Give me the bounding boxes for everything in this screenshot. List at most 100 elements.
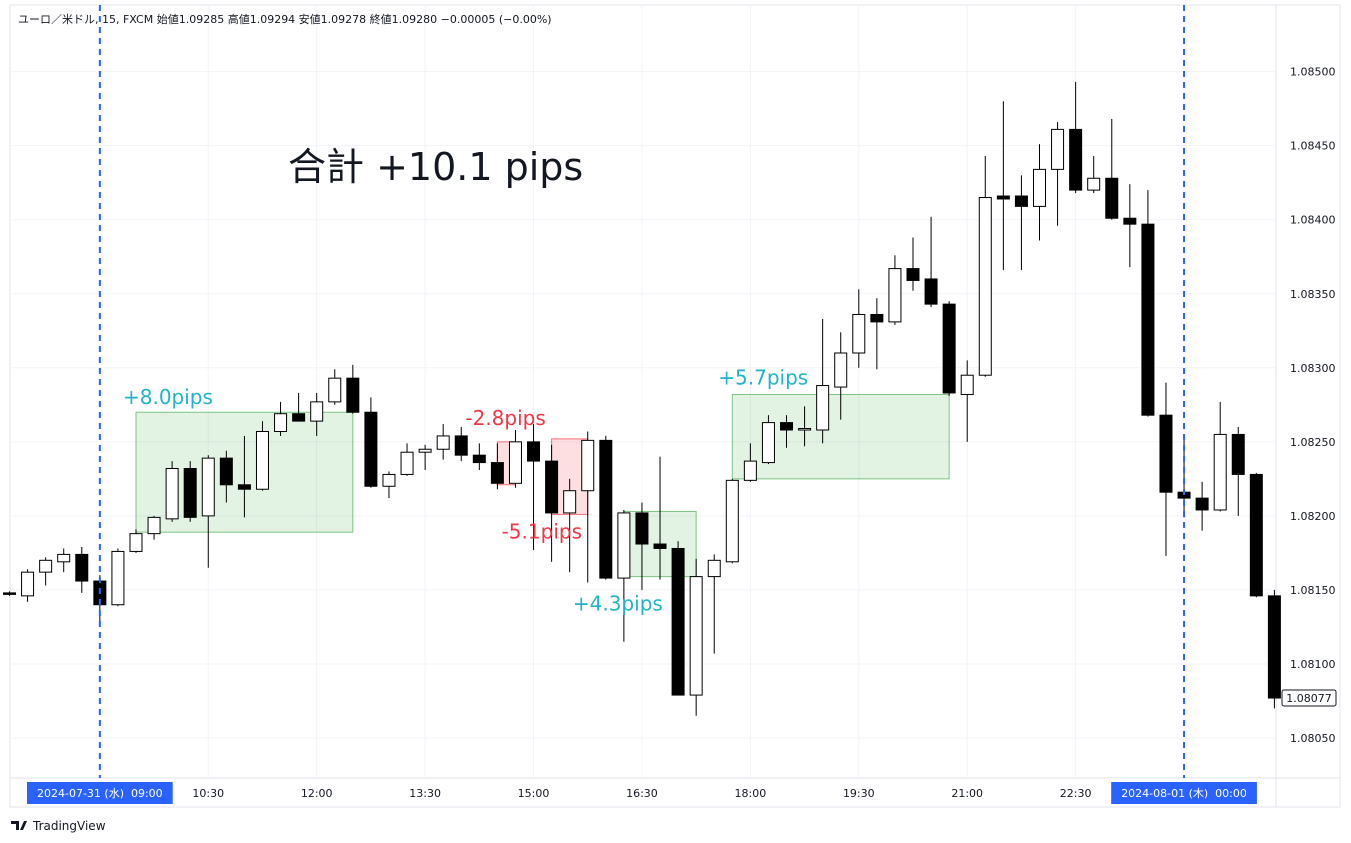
candle-body xyxy=(183,468,197,518)
overlay: 1.08050 1.08100 1.08150 1.08200 1.08250 1.083… xyxy=(26,5,1337,804)
y-tick-label: 1.08300 xyxy=(1290,362,1336,375)
candle-body xyxy=(39,559,53,573)
chart-title: ユーロ／米ドル, 15, FXCM 始値1.09285 高値1.09294 安値… xyxy=(18,12,552,26)
x-tick-label: 10:30 xyxy=(192,787,224,800)
y-tick-label: 1.08450 xyxy=(1290,140,1336,153)
candle-body xyxy=(834,352,848,388)
candle-body xyxy=(725,479,739,563)
candle-body xyxy=(1032,168,1046,207)
candle-body xyxy=(1069,128,1083,191)
candle-body xyxy=(3,592,16,595)
total-annotation: 合計 +10.1 pips xyxy=(288,145,583,189)
candle-body xyxy=(255,430,269,490)
candle-body xyxy=(1267,595,1281,699)
y-tick-label: 1.08500 xyxy=(1290,66,1336,79)
grid xyxy=(10,5,1276,778)
candle-body xyxy=(527,441,541,462)
candle-body xyxy=(960,374,974,395)
candle-body xyxy=(436,435,450,450)
candle-body xyxy=(653,543,667,549)
x-tick-label: 15:00 xyxy=(518,787,550,800)
candle-body xyxy=(563,490,577,514)
candle-body xyxy=(1014,195,1028,207)
candle-body xyxy=(599,439,613,579)
candle-body xyxy=(1105,177,1119,219)
candles xyxy=(3,82,1281,716)
x-tick-label: 13:30 xyxy=(409,787,441,800)
trade-label: -2.8pips xyxy=(465,406,545,430)
candle-body xyxy=(888,268,902,323)
trade-label: +5.7pips xyxy=(718,365,808,389)
candle-body xyxy=(545,460,559,514)
last-price-box xyxy=(1281,689,1337,707)
x-label-box xyxy=(1111,782,1257,804)
candle-body xyxy=(816,385,830,431)
x-tick-label: 19:30 xyxy=(843,787,875,800)
candle-body xyxy=(274,413,288,432)
candle-body xyxy=(1123,217,1137,225)
candle-body xyxy=(237,484,251,490)
candle-body xyxy=(201,457,215,517)
x-tick-label: 2024-08-01 (木) 00:00 xyxy=(1121,787,1247,800)
candle-body xyxy=(978,197,992,376)
y-tick-label: 1.08100 xyxy=(1290,658,1336,671)
x-tick-label: 21:00 xyxy=(951,787,983,800)
y-tick-label: 1.08350 xyxy=(1290,288,1336,301)
candle-body xyxy=(780,422,794,431)
candle-body xyxy=(292,413,306,422)
candle-body xyxy=(57,553,71,563)
x-tick-label: 12:00 xyxy=(301,787,333,800)
trade-label: -5.1pips xyxy=(502,519,582,543)
last-price-label: 1.08077 xyxy=(1286,692,1332,705)
candle-body xyxy=(1051,128,1065,170)
candle-body xyxy=(472,454,486,464)
logo: TradingView xyxy=(11,819,106,833)
candle-body xyxy=(743,460,757,481)
logo-icon xyxy=(11,821,27,830)
candle-body xyxy=(635,512,649,545)
candle-body xyxy=(310,401,324,422)
candle-body xyxy=(111,550,125,606)
candle-body xyxy=(761,422,775,464)
y-tick-label: 1.08250 xyxy=(1290,436,1336,449)
candle-body xyxy=(454,435,468,456)
candle-body xyxy=(400,451,414,475)
candle-body xyxy=(617,512,631,579)
candle-body xyxy=(418,448,432,453)
candle-body xyxy=(346,377,360,413)
candle-body xyxy=(21,571,35,597)
candle-body xyxy=(942,303,956,394)
x-tick-label: 18:00 xyxy=(735,787,767,800)
candle-body xyxy=(689,576,703,696)
candle-body xyxy=(852,313,866,354)
candle-body xyxy=(508,441,522,484)
candle-body xyxy=(165,468,179,520)
candle-body xyxy=(996,195,1010,200)
candle-body xyxy=(671,547,685,696)
frame xyxy=(9,4,1341,808)
trade-label: +8.0pips xyxy=(123,385,213,409)
candle-body xyxy=(1231,433,1245,475)
candle-body xyxy=(581,439,595,492)
candle-body xyxy=(1159,414,1173,493)
candle-body xyxy=(870,313,884,323)
x-tick-label: 2024-07-31 (水) 09:00 xyxy=(37,787,163,800)
candle-body xyxy=(924,278,938,305)
candle-body xyxy=(707,559,721,578)
candle-body xyxy=(1141,223,1155,416)
candle-body xyxy=(1195,497,1209,511)
candle-body xyxy=(219,457,233,486)
candle-body xyxy=(798,428,812,431)
candle-body xyxy=(490,462,504,484)
x-tick-label: 22:30 xyxy=(1060,787,1092,800)
trade-label: +4.3pips xyxy=(573,592,663,616)
candle-body xyxy=(147,516,161,535)
y-tick-label: 1.08400 xyxy=(1290,214,1336,227)
candle-body xyxy=(906,268,920,281)
candle-body xyxy=(1213,433,1227,511)
y-tick-label: 1.08050 xyxy=(1290,732,1336,745)
y-tick-label: 1.08200 xyxy=(1290,510,1336,523)
candle-body xyxy=(1249,473,1263,597)
